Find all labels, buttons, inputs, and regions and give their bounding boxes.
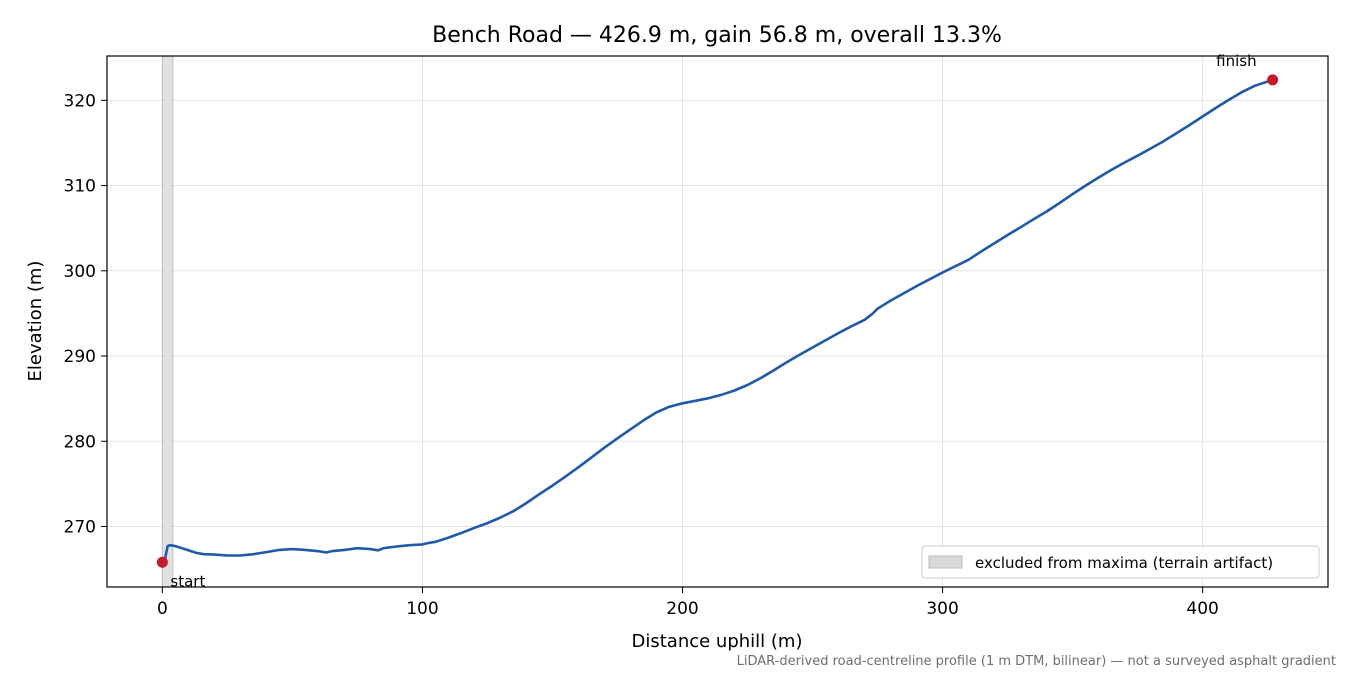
finish-label: finish bbox=[1216, 52, 1256, 70]
y-tick-label: 310 bbox=[64, 177, 96, 197]
legend-entry-excluded: excluded from maxima (terrain artifact) bbox=[975, 554, 1273, 572]
legend-swatch bbox=[928, 555, 963, 569]
excluded-band bbox=[161, 55, 174, 588]
x-tick-label: 0 bbox=[157, 599, 168, 619]
x-tick-label: 400 bbox=[1186, 599, 1218, 619]
y-tick-label: 290 bbox=[64, 347, 96, 367]
start-label: start bbox=[170, 572, 205, 590]
grid-lines bbox=[107, 56, 1328, 587]
axis-ticks: 0 100 200 300 400 270 280 290 300 310 320 bbox=[64, 91, 1219, 619]
excluded-band-group bbox=[161, 55, 174, 588]
finish-marker bbox=[1267, 74, 1279, 86]
y-tick-label: 300 bbox=[64, 262, 96, 282]
x-axis-label: Distance uphill (m) bbox=[632, 631, 803, 652]
y-axis-label: Elevation (m) bbox=[25, 261, 46, 382]
x-tick-label: 200 bbox=[666, 599, 698, 619]
y-tick-label: 320 bbox=[64, 91, 96, 111]
y-tick-label: 280 bbox=[64, 432, 96, 452]
plot-frame bbox=[106, 55, 1329, 588]
x-tick-label: 100 bbox=[406, 599, 438, 619]
start-marker bbox=[156, 556, 168, 568]
series-group bbox=[161, 78, 1274, 564]
elevation-line bbox=[161, 78, 1274, 564]
footnote: LiDAR-derived road-centreline profile (1… bbox=[737, 654, 1336, 669]
legend: excluded from maxima (terrain artifact) bbox=[921, 545, 1320, 579]
legend-box bbox=[921, 545, 1320, 579]
x-tick-label: 300 bbox=[926, 599, 958, 619]
chart-title: Bench Road — 426.9 m, gain 56.8 m, overa… bbox=[432, 23, 1002, 48]
y-tick-label: 270 bbox=[64, 517, 96, 537]
